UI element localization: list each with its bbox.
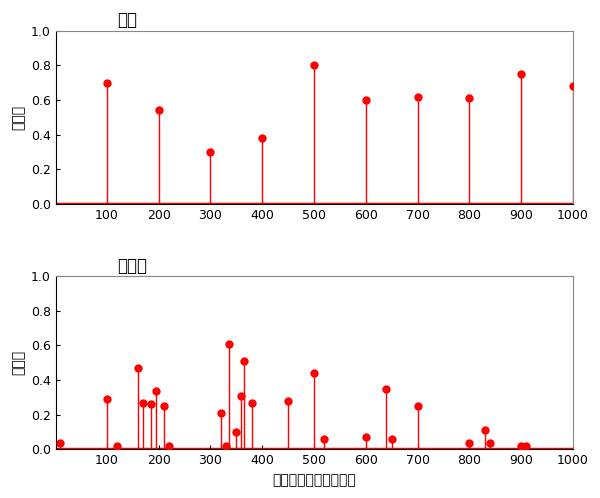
Point: [309, 61, 319, 69]
Point: [485, 439, 495, 447]
Point: [138, 399, 148, 407]
Point: [236, 392, 246, 400]
Point: [382, 385, 391, 393]
Y-axis label: 違反率: 違反率: [11, 105, 25, 130]
Point: [232, 428, 241, 436]
Point: [480, 426, 490, 434]
Point: [55, 439, 65, 447]
Point: [387, 435, 397, 443]
Point: [146, 400, 155, 408]
Point: [133, 364, 143, 372]
Point: [257, 134, 267, 142]
Point: [309, 369, 319, 377]
Point: [151, 386, 161, 394]
Point: [221, 442, 231, 450]
Point: [517, 442, 526, 450]
Point: [216, 409, 226, 417]
Y-axis label: 違反率: 違反率: [11, 350, 25, 375]
Point: [568, 82, 578, 90]
Point: [517, 70, 526, 78]
Point: [164, 442, 174, 450]
Point: [112, 442, 122, 450]
Point: [361, 96, 371, 104]
Point: [239, 357, 249, 365]
Text: 推定値: 推定値: [118, 256, 148, 274]
Point: [521, 442, 531, 450]
Point: [320, 435, 329, 443]
Point: [413, 402, 422, 410]
Point: [413, 93, 422, 101]
X-axis label: 参加者のインデックス: 参加者のインデックス: [272, 473, 356, 487]
Point: [154, 107, 163, 115]
Point: [464, 439, 474, 447]
Point: [159, 402, 169, 410]
Point: [361, 433, 371, 441]
Point: [247, 399, 257, 407]
Point: [206, 148, 215, 156]
Point: [102, 395, 112, 403]
Point: [102, 79, 112, 87]
Point: [283, 397, 293, 405]
Point: [464, 94, 474, 102]
Point: [224, 340, 233, 348]
Text: 真値: 真値: [118, 11, 137, 29]
